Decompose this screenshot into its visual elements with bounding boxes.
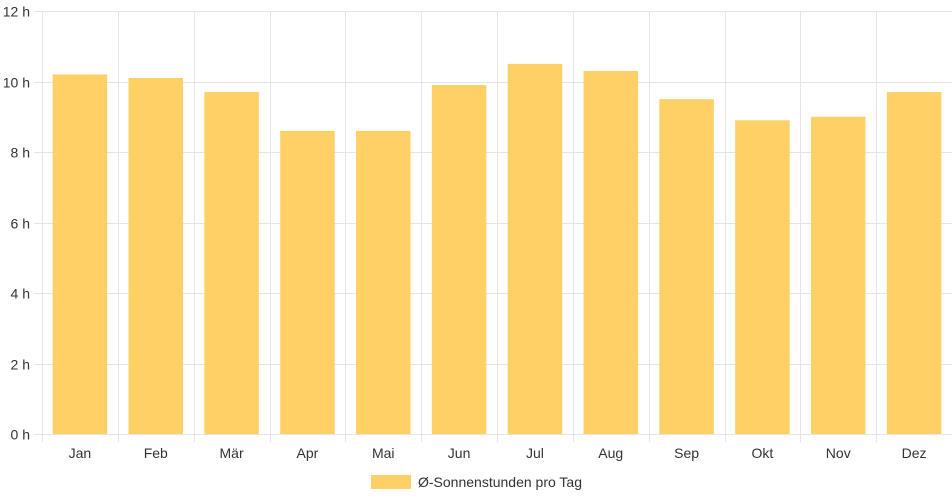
bar[interactable] — [128, 77, 184, 434]
legend[interactable]: Ø-Sonnenstunden pro Tag — [371, 474, 582, 490]
grid-lines — [34, 11, 952, 442]
x-tick-label: Dez — [902, 445, 927, 461]
bar[interactable] — [811, 116, 866, 434]
y-tick-label: 10 h — [3, 75, 30, 91]
x-tick-label: Aug — [598, 445, 623, 461]
bar[interactable] — [507, 63, 563, 434]
y-tick-label: 2 h — [11, 357, 30, 373]
y-tick-label: 8 h — [11, 145, 30, 161]
y-tick-label: 0 h — [11, 427, 30, 443]
x-tick-label: Nov — [826, 445, 851, 461]
y-tick-label: 6 h — [11, 216, 30, 232]
y-tick-label: 4 h — [11, 286, 30, 302]
x-tick-label: Jun — [448, 445, 471, 461]
bar[interactable] — [204, 92, 259, 434]
bar[interactable] — [431, 85, 487, 435]
x-tick-label: Mär — [220, 445, 244, 461]
x-tick-label: Feb — [144, 445, 168, 461]
x-tick-label: Mai — [372, 445, 395, 461]
x-tick-label: Jan — [69, 445, 92, 461]
bar[interactable] — [659, 99, 714, 434]
bar[interactable] — [583, 70, 639, 435]
bar[interactable] — [280, 130, 335, 434]
legend-label[interactable]: Ø-Sonnenstunden pro Tag — [418, 474, 582, 490]
y-axis-tick-labels: 0 h 2 h 4 h 6 h 8 h 10 h 12 h — [3, 4, 30, 443]
x-tick-label: Sep — [674, 445, 699, 461]
legend-swatch[interactable] — [371, 475, 411, 489]
x-axis-tick-labels: Jan Feb Mär Apr Mai Jun Jul Aug Sep Okt Nov Dez — [69, 445, 927, 461]
x-tick-label: Apr — [297, 445, 319, 461]
bar[interactable] — [52, 74, 108, 434]
bar[interactable] — [735, 120, 790, 435]
x-tick-label: Jul — [526, 445, 544, 461]
x-tick-label: Okt — [752, 445, 774, 461]
bars — [52, 63, 942, 435]
bar[interactable] — [356, 130, 411, 434]
bar[interactable] — [886, 92, 942, 434]
y-tick-label: 12 h — [3, 4, 30, 20]
